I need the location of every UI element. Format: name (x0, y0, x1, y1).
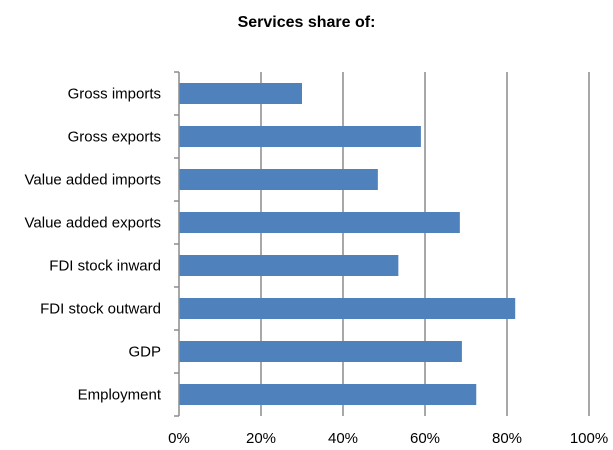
y-tick-label: Value added imports (25, 172, 161, 189)
bar (179, 298, 516, 319)
x-tick-label: 40% (328, 430, 358, 447)
y-tick-label: GDP (128, 344, 161, 361)
bar (179, 341, 462, 362)
bar (179, 255, 399, 276)
x-tick-label: 100% (570, 430, 608, 447)
y-tick-label: Gross exports (68, 129, 161, 146)
bar (179, 384, 477, 405)
y-tick-label: Gross imports (68, 86, 161, 103)
y-tick-label: FDI stock inward (49, 258, 161, 275)
x-tick-label: 0% (168, 430, 190, 447)
x-tick-label: 80% (492, 430, 522, 447)
bar (179, 212, 460, 233)
x-tick-label: 60% (410, 430, 440, 447)
x-tick-label: 20% (246, 430, 276, 447)
y-tick-label: Employment (78, 387, 162, 404)
bar (179, 126, 421, 147)
bar (179, 83, 302, 104)
chart-title: Services share of: (237, 14, 376, 31)
y-tick-label: Value added exports (25, 215, 162, 232)
bar (179, 169, 378, 190)
y-tick-label: FDI stock outward (40, 301, 161, 318)
